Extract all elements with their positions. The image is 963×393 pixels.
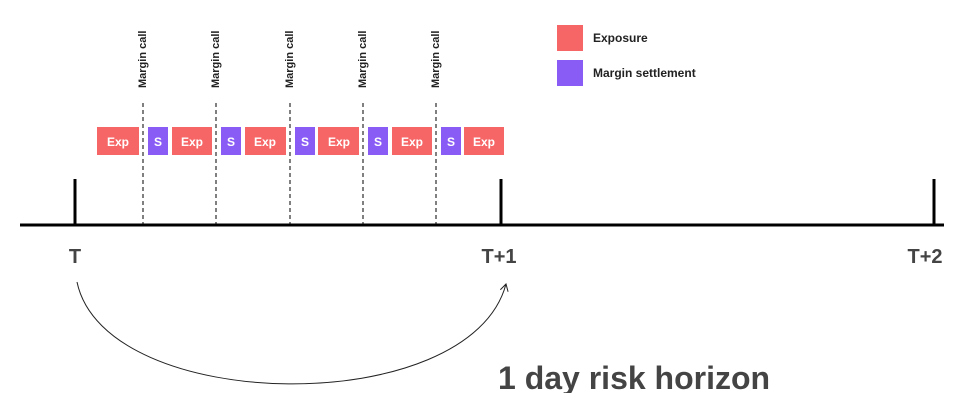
- exposure-block-label: Exp: [254, 135, 276, 149]
- settlement-block: [221, 127, 241, 155]
- legend: Exposure Margin settlement: [557, 25, 696, 95]
- settlement-block-label: S: [447, 135, 455, 149]
- margin-call-label: Margin call: [137, 31, 149, 88]
- settlement-block: [441, 127, 461, 155]
- exposure-block: [464, 127, 504, 155]
- blocks-row: Exp S Exp S Exp S Exp S Exp S Exp: [97, 127, 504, 155]
- settlement-block-label: S: [301, 135, 309, 149]
- legend-item-exposure: Exposure: [557, 25, 696, 51]
- exposure-block-label: Exp: [473, 135, 495, 149]
- settlement-block: [295, 127, 315, 155]
- tick-label-t-plus-2: T+2: [907, 246, 942, 268]
- margin-call-label: Margin call: [357, 31, 369, 88]
- exposure-block: [172, 127, 212, 155]
- margin-call-lines: [142, 103, 437, 225]
- tick-label-t-plus-1: T+1: [481, 246, 516, 268]
- settlement-block-label: S: [227, 135, 235, 149]
- exposure-swatch: [557, 25, 583, 51]
- exposure-block: [97, 127, 139, 155]
- exposure-block-label: Exp: [107, 135, 129, 149]
- exposure-block: [392, 127, 432, 155]
- exposure-block-label: Exp: [181, 135, 203, 149]
- settlement-block: [148, 127, 168, 155]
- exposure-block-label: Exp: [328, 135, 350, 149]
- legend-label-settlement: Margin settlement: [593, 66, 696, 80]
- margin-call-label: Margin call: [210, 31, 222, 88]
- horizon-caption: 1 day risk horizon: [498, 360, 770, 393]
- exposure-block: [245, 127, 286, 155]
- tick-label-t: T: [69, 246, 81, 268]
- exposure-block-label: Exp: [401, 135, 423, 149]
- margin-call-label: Margin call: [284, 31, 296, 88]
- horizon-arc: [76, 281, 509, 385]
- legend-item-settlement: Margin settlement: [557, 60, 696, 86]
- settlement-block-label: S: [154, 135, 162, 149]
- margin-call-label: Margin call: [430, 31, 442, 88]
- settlement-block: [368, 127, 388, 155]
- margin-call-labels: Margin call Margin call Margin call Marg…: [137, 31, 442, 88]
- settlement-block-label: S: [374, 135, 382, 149]
- exposure-block: [318, 127, 359, 155]
- legend-label-exposure: Exposure: [593, 31, 648, 45]
- settlement-swatch: [557, 60, 583, 86]
